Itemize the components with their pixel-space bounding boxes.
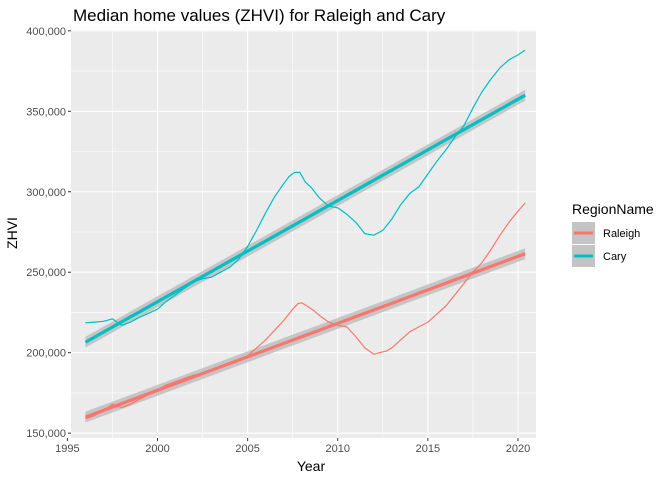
x-tick-label: 2020 (506, 443, 530, 455)
y-tick-label: 150,000 (26, 428, 66, 440)
y-axis: 150,000 200,000 250,000 300,000 350,000 400,0… (26, 26, 71, 440)
legend: RegionName Raleigh Cary (572, 201, 654, 267)
trend-lines (84, 93, 526, 419)
series-line-cary (85, 49, 526, 326)
x-axis-title: Year (297, 458, 326, 474)
x-tick-label: 2015 (416, 443, 440, 455)
x-tick-label: 1995 (55, 443, 79, 455)
grid-major (66, 30, 536, 438)
legend-title: RegionName (572, 201, 654, 217)
y-tick-label: 300,000 (26, 187, 66, 199)
legend-label-cary: Cary (603, 251, 627, 263)
y-axis-title: ZHVI (4, 217, 20, 249)
plot-panel (71, 30, 536, 438)
y-tick-label: 350,000 (26, 106, 66, 118)
trend-line-raleigh (84, 252, 526, 419)
y-tick-label: 400,000 (26, 26, 66, 38)
x-tick-label: 2000 (145, 443, 169, 455)
legend-label-raleigh: Raleigh (603, 228, 640, 240)
x-tick-label: 2005 (235, 443, 259, 455)
chart-title: Median home values (ZHVI) for Raleigh an… (73, 6, 446, 25)
trend-line-cary (84, 93, 526, 344)
x-tick-label: 2010 (326, 443, 350, 455)
y-tick-label: 200,000 (26, 348, 66, 360)
y-tick-label: 250,000 (26, 267, 66, 279)
x-axis: 1995 2000 2005 2010 2015 2020 (55, 438, 530, 455)
